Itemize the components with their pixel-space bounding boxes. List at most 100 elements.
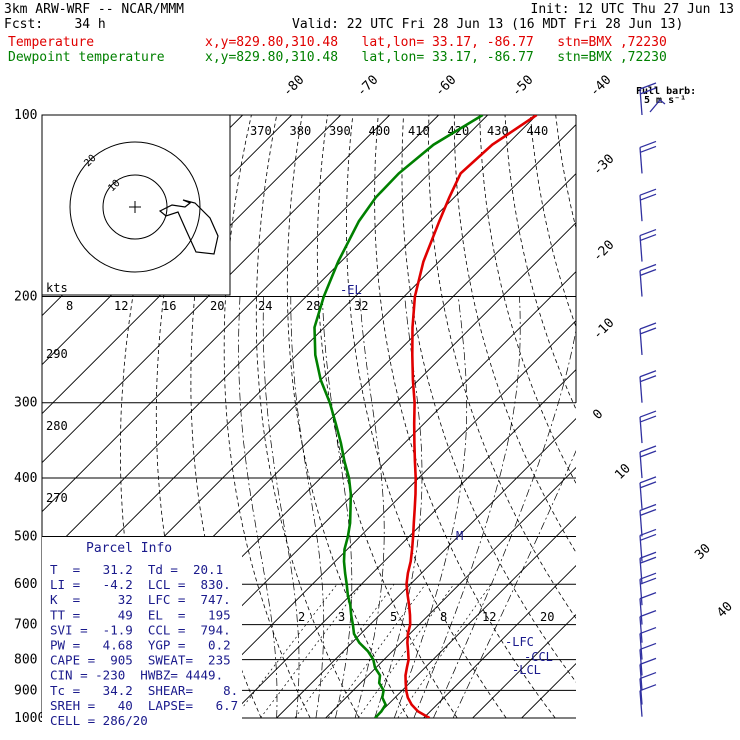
pressure-tick-label: 500 (14, 529, 37, 544)
dry-adiabat-line (504, 115, 576, 411)
barb-legend-glyph (649, 99, 666, 113)
wind-barb-flag (639, 476, 657, 484)
wind-barb-flag (639, 228, 657, 237)
hodo-units: kts (46, 281, 68, 295)
dry-adiabat-line (401, 115, 576, 683)
isotherm-line (178, 320, 576, 718)
parcel-info-row: Tc = 34.2 SHEAR= 8. (50, 683, 238, 698)
mixing-ratio-label: 20 (540, 610, 554, 624)
wind-barb-staff (639, 598, 643, 625)
isotherm-label: -60 (432, 73, 459, 100)
wind-barb-flag (639, 145, 657, 154)
isotherm-label: 10 (612, 461, 634, 483)
isotherm-line (227, 369, 576, 718)
mu-marker: M (456, 529, 463, 543)
theta-label: 390 (329, 124, 351, 138)
pressure-tick-label: 400 (14, 471, 37, 486)
dry-adiabat-line (453, 115, 576, 554)
mixing-ratio-label: 8 (440, 610, 447, 624)
mixing-ratio-label: 32 (354, 299, 368, 313)
wind-barb-flag (639, 188, 657, 196)
wind-barb-flag (639, 263, 657, 272)
wind-barb-staff (639, 690, 643, 717)
wind-barb-staff (639, 664, 643, 691)
moist-adiabat-line (322, 296, 353, 718)
hodograph-box (41, 114, 231, 296)
wind-barb-flag (639, 327, 657, 335)
profile-lines (313, 115, 538, 718)
theta-label: 370 (250, 124, 272, 138)
pressure-tick-label: 700 (14, 618, 37, 633)
wind-barb-flag (639, 508, 657, 517)
wind-barb-flag (639, 370, 657, 378)
wind-barbs: Full barb:5 m s⁻¹ (636, 82, 696, 717)
wind-barb-staff (639, 678, 643, 705)
isotherm-label: -10 (590, 316, 617, 343)
mixing-ratio-line (294, 583, 395, 718)
wind-barb-flag (639, 193, 657, 201)
moist-adiabat-line (433, 328, 576, 718)
dry-adiabat-line (632, 115, 740, 718)
dry-adiabat-line (428, 115, 576, 620)
wind-barb-flag (639, 657, 657, 666)
wind-barb-flag (639, 684, 657, 692)
temperature-location: x,y=829.80,310.48 lat,lon= 33.17, -86.77… (205, 35, 667, 50)
temperature-legend-label: Temperature (8, 35, 95, 50)
wind-barb-flag (639, 445, 657, 453)
isotherm-label: -80 (280, 73, 307, 100)
wind-barb-flag (639, 610, 657, 618)
pressure-tick-label: 600 (14, 577, 37, 592)
mixing-ratio-label: 5 (390, 610, 397, 624)
parcel-info-row: CIN = -230 HWBZ= 4449. (50, 668, 223, 683)
isotherm-label: -30 (590, 152, 617, 179)
profile-group (313, 115, 538, 718)
dry-adiabat-line (374, 115, 556, 718)
mixing-ratio-label: 12 (114, 299, 128, 313)
wind-barb-staff (639, 616, 643, 643)
ccl-marker: -CCL (524, 650, 553, 664)
parcel-info-row: K = 32 LFC = 747. (50, 592, 231, 607)
mixing-ratio-label: 24 (258, 299, 272, 313)
parcel-info-row: SVI = -1.9 CCL = 794. (50, 622, 231, 637)
forecast-hour: Fcst: 34 h (4, 17, 106, 32)
barb-legend-title: Full barb: (636, 86, 696, 97)
wind-barb-flag (639, 415, 657, 423)
mixing-ratio-label: 8 (66, 299, 73, 313)
lfc-marker: -LFC (505, 635, 534, 649)
lcl-marker: -LCL (512, 663, 541, 677)
parcel-box-bg (42, 537, 242, 727)
dewpoint-legend-label: Dewpoint temperature (8, 50, 165, 65)
moist-adiabat-line (374, 296, 423, 718)
dry-adiabat-line (479, 115, 576, 485)
mixing-ratio-label: 16 (162, 299, 176, 313)
theta-label: 380 (290, 124, 312, 138)
wind-barb-flag (639, 450, 657, 458)
dry-adiabat-line (708, 115, 740, 718)
wind-barb-flag (639, 577, 657, 585)
wind-barb-flag (639, 671, 657, 680)
mixing-ratio-line (234, 583, 338, 718)
mixing-ratio-line (357, 583, 455, 718)
isotherm-line (472, 614, 576, 718)
wind-barb-flag (639, 87, 657, 95)
theta-label: 270 (46, 491, 68, 505)
parcel-info-row: PW = 4.68 YGP = 0.2 (50, 638, 231, 653)
wind-barb-flag (639, 268, 657, 277)
theta-label: 440 (527, 124, 549, 138)
wind-barb-flag (639, 82, 657, 90)
mixing-ratio-line (260, 583, 362, 718)
moist-adiabat-line (238, 296, 278, 718)
dry-adiabat-line (190, 115, 262, 718)
parcel-info-row: LI = -4.2 LCL = 830. (50, 577, 231, 592)
hodo-trace (158, 199, 219, 255)
valid-time: Valid: 22 UTC Fri 28 Jun 13 (16 MDT Fri … (292, 17, 684, 32)
wind-barb-flag (639, 410, 657, 418)
dry-adiabat-line (286, 115, 409, 718)
wind-barb-staff (639, 649, 643, 676)
wind-barb-flag (639, 591, 657, 600)
wind-barb-flag (639, 233, 657, 242)
parcel-info-row: TT = 49 EL = 195 (50, 607, 231, 622)
wind-barb-flag (639, 556, 657, 564)
dry-adiabat-line (555, 115, 576, 230)
